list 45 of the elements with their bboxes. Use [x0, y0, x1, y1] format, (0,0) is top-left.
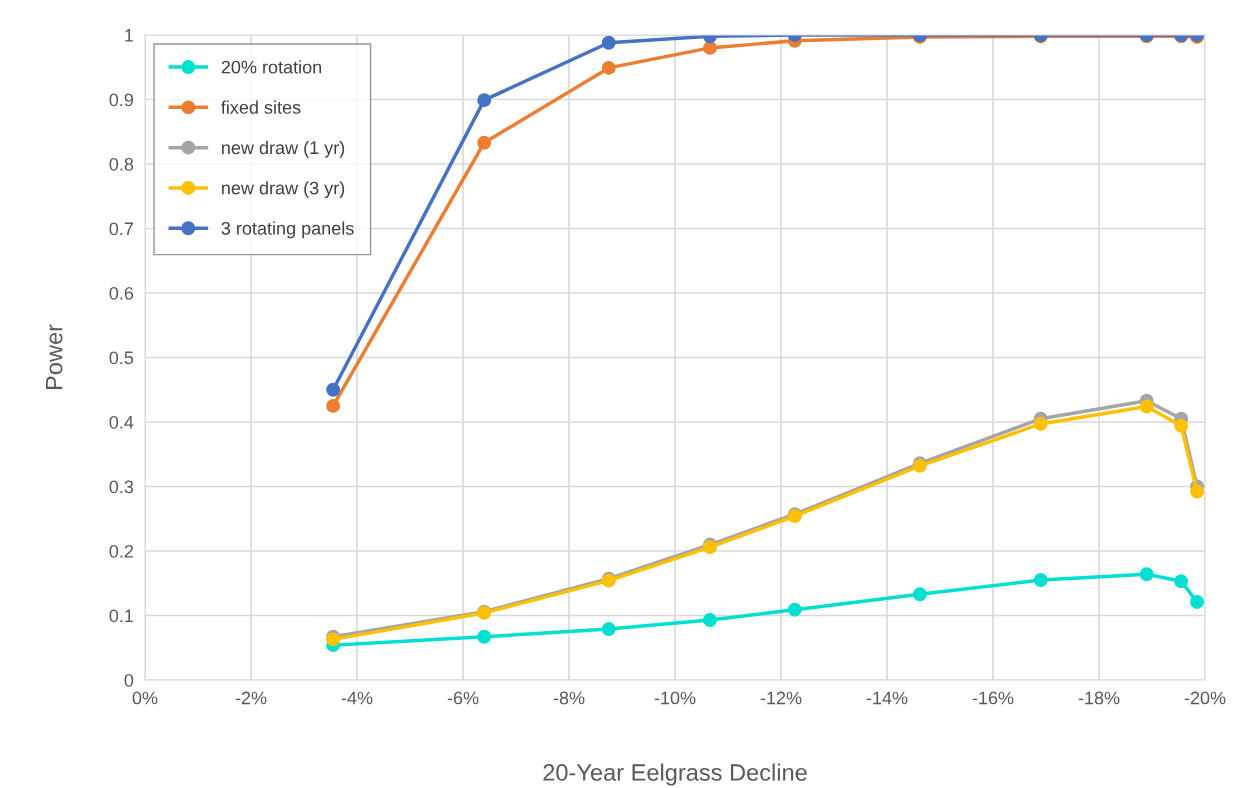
point: [1033, 416, 1048, 431]
point: [703, 613, 717, 627]
point: [326, 398, 341, 413]
point: [1174, 574, 1189, 589]
legend-label: new draw (1 yr): [222, 140, 345, 158]
y-tick-label: 0.5: [109, 351, 134, 365]
y-tick-label: 0.1: [109, 609, 134, 623]
point: [1174, 418, 1189, 433]
y-tick-label: 0.8: [109, 157, 134, 171]
y-tick-label: 0.3: [109, 480, 134, 494]
legend-label: fixed sites: [221, 100, 301, 114]
x-tick-label: -2%: [235, 691, 267, 705]
point: [1139, 399, 1154, 414]
x-tick-label: 0%: [132, 691, 158, 705]
x-tick-label: -16%: [972, 691, 1014, 705]
point: [601, 622, 616, 636]
y-tick-label: 0.6: [109, 286, 134, 300]
legend-label: new draw (3 yr): [222, 181, 345, 199]
y-tick-label: 0.4: [109, 415, 134, 429]
y-tick-label: 1: [125, 29, 134, 42]
point: [326, 382, 341, 397]
x-tick-label: -14%: [866, 691, 908, 705]
y-tick-label: 0.7: [109, 222, 133, 236]
x-tick-label: -4%: [341, 691, 373, 705]
x-tick-label: -10%: [654, 691, 696, 705]
y-tick-label: 0: [124, 673, 134, 687]
x-tick-label: -18%: [1078, 691, 1120, 705]
point: [787, 602, 802, 617]
legend-label: 3 rotating panels: [221, 221, 354, 239]
y-tick-label: 0.2: [109, 544, 133, 558]
point: [1033, 573, 1048, 587]
point: [477, 93, 492, 108]
x-tick-label: -6%: [447, 691, 479, 705]
x-axis-title: 20-Year Eelgrass Decline: [543, 763, 807, 786]
x-tick-label: -12%: [760, 691, 802, 705]
point: [1139, 567, 1154, 582]
point: [477, 629, 492, 644]
point: [1190, 484, 1204, 499]
y-axis-title: Power: [45, 324, 63, 390]
point: [1190, 595, 1204, 609]
x-tick-label: -20%: [1184, 691, 1226, 705]
y-tick-label: 0.9: [109, 93, 134, 107]
point: [912, 587, 927, 602]
legend-label: 20% rotation: [221, 60, 322, 74]
x-tick-label: -8%: [553, 691, 585, 705]
